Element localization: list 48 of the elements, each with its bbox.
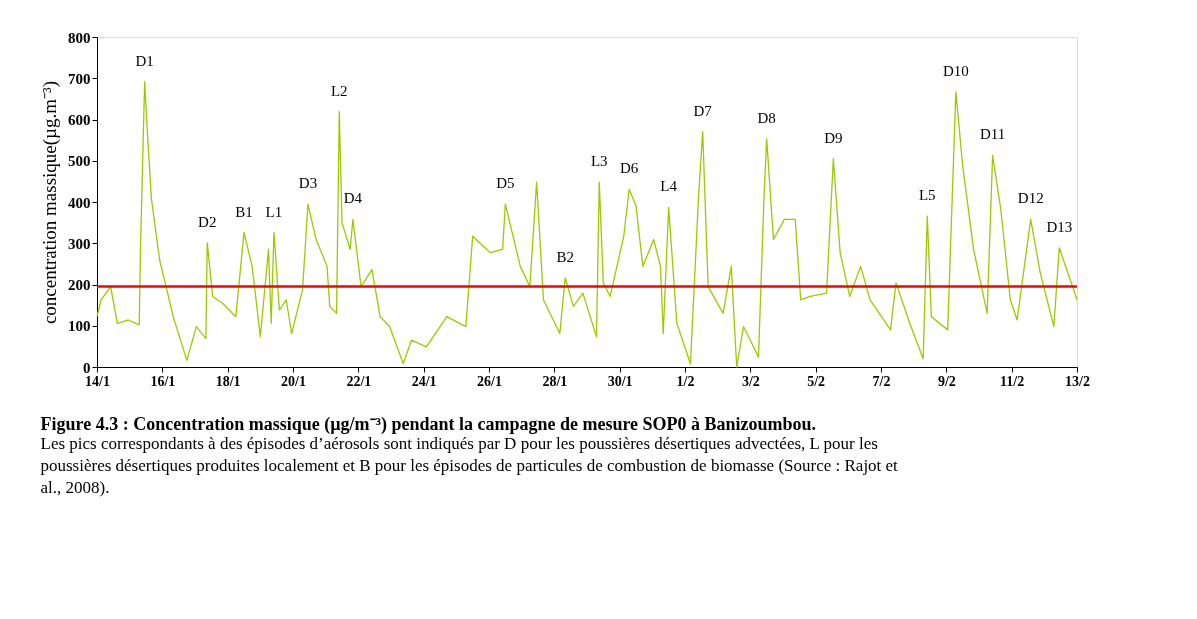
- y-tick-label: 800: [68, 29, 91, 46]
- x-tick-label: 24/1: [411, 373, 437, 389]
- annotation: D10: [942, 62, 969, 79]
- text: Les pics correspondants à des épisodes d’aérosols sont indiqués par D pour les poussières désertiques advectées, L pour les poussières désertiques produites localement et B pour les épisodes de particules de combustion de biomasse (Source : Rajot et al., 2008).: [40, 434, 899, 497]
- x-tick-label: 28/1: [542, 373, 568, 389]
- x-tick-label: 7/2: [872, 373, 891, 389]
- annotation: B2: [556, 248, 574, 265]
- x-tick-label: 5/2: [807, 373, 826, 389]
- x-tick-label: 30/1: [607, 373, 633, 389]
- x-tick-label: 22/1: [346, 373, 372, 389]
- annotation: D3: [298, 175, 318, 192]
- x-tick-label: 3/2: [741, 373, 760, 389]
- annotation: B1: [235, 203, 253, 220]
- annotation: L3: [590, 153, 608, 170]
- annotation: L2: [330, 82, 348, 99]
- x-tick-label: 9/2: [937, 373, 956, 389]
- annotation: L5: [918, 187, 936, 204]
- annotation: D5: [496, 175, 515, 192]
- y-tick-label: 700: [68, 70, 91, 87]
- annotation: D6: [620, 160, 639, 177]
- y-tick-label: 300: [68, 235, 91, 252]
- y-tick-label: 500: [68, 153, 91, 170]
- y-tick-label: 400: [68, 194, 91, 211]
- annotation: D2: [198, 213, 217, 230]
- annotation: L1: [265, 203, 283, 220]
- annotation: D13: [1046, 218, 1073, 235]
- annotation: D8: [757, 109, 776, 126]
- x-tick-label: 20/1: [281, 373, 306, 389]
- y-tick-label: 0: [83, 359, 91, 376]
- x-tick-label: 13/2: [1065, 373, 1090, 389]
- x-tick-label: 11/2: [1000, 373, 1025, 389]
- annotation: L4: [660, 178, 678, 195]
- annotation: D1: [135, 52, 154, 69]
- y-axis-title: concentration massique(µg.m⁻³): [39, 80, 61, 325]
- annotation: D4: [343, 190, 363, 207]
- y-tick-label: 100: [68, 318, 91, 335]
- x-tick-label: 26/1: [477, 373, 502, 389]
- annotation: D9: [824, 129, 843, 146]
- annotation: D12: [1017, 190, 1044, 207]
- text: Figure 4.3 : Concentration massique (µg/m⁻³) pendant la campagne de mesure SOP0 à Banizoumbou.: [40, 414, 817, 435]
- y-tick-label: 600: [68, 112, 91, 128]
- x-tick-label: 16/1: [150, 373, 176, 389]
- x-tick-label: 1/2: [676, 373, 695, 389]
- annotation: D11: [979, 126, 1006, 143]
- y-tick-label: 200: [68, 277, 91, 293]
- x-tick-label: 18/1: [215, 373, 241, 389]
- annotation: D7: [693, 102, 713, 119]
- x-tick-label: 14/1: [85, 373, 110, 389]
